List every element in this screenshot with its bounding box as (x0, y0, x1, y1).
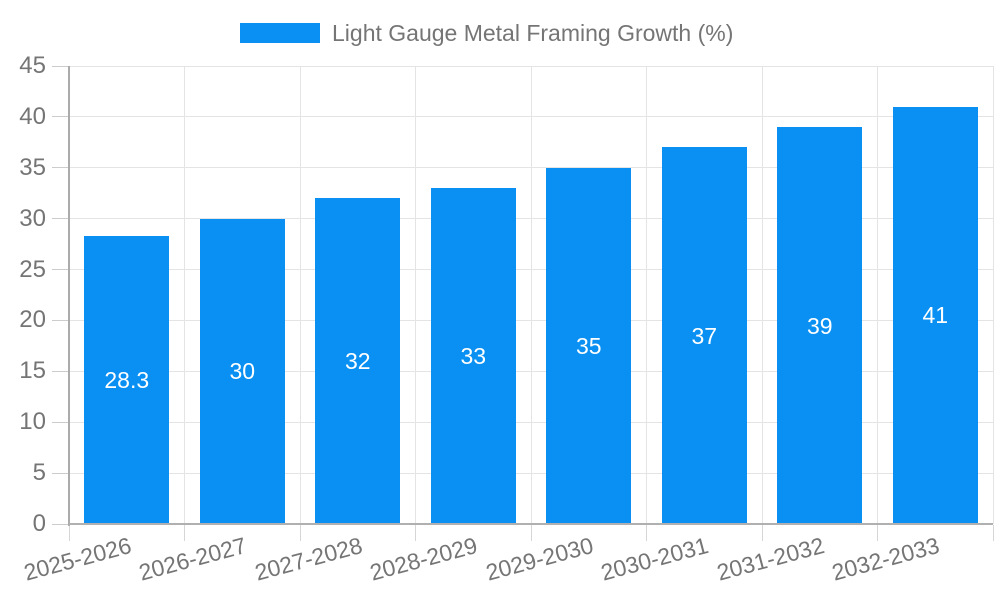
bar[interactable] (892, 106, 978, 524)
x-tick (761, 525, 763, 541)
bar[interactable] (661, 147, 747, 524)
x-tick (415, 525, 416, 541)
bar[interactable] (546, 167, 632, 524)
y-tick (52, 523, 68, 525)
y-tick (52, 167, 68, 169)
x-gridline (646, 66, 647, 524)
y-axis-label: 45 (19, 52, 46, 79)
x-tick (530, 525, 532, 541)
y-axis-label: 20 (19, 306, 46, 334)
y-axis-label: 35 (19, 153, 46, 181)
y-axis-label: 10 (19, 408, 46, 436)
y-tick (52, 421, 68, 423)
x-gridline (299, 66, 301, 524)
x-axis-line (69, 523, 993, 525)
x-tick (992, 525, 994, 541)
y-axis-label: 25 (19, 255, 46, 283)
bar[interactable] (199, 218, 285, 524)
y-tick (52, 370, 68, 372)
y-tick (52, 65, 68, 67)
y-axis-label: 5 (32, 459, 46, 487)
x-tick (184, 525, 185, 541)
y-tick (52, 116, 68, 118)
bar[interactable] (430, 188, 516, 524)
y-tick (52, 269, 68, 271)
x-gridline (184, 66, 185, 524)
x-gridline (877, 66, 878, 524)
y-tick (52, 472, 68, 474)
bar[interactable] (777, 127, 863, 524)
y-axis-label: 0 (32, 510, 46, 537)
x-gridline (530, 66, 532, 524)
x-gridline (761, 66, 763, 524)
bar[interactable] (84, 235, 170, 524)
y-axis-label: 15 (19, 357, 46, 385)
legend-item[interactable]: Light Gauge Metal Framing Growth (%) (240, 20, 733, 46)
y-tick (52, 218, 68, 220)
y-axis-label: 40 (19, 102, 46, 130)
bar[interactable] (315, 198, 401, 524)
y-axis-line (68, 66, 70, 526)
legend-swatch (240, 23, 320, 43)
x-gridline (992, 66, 994, 524)
x-gridline (415, 66, 416, 524)
x-tick (68, 525, 70, 541)
x-tick (877, 525, 878, 541)
x-tick (646, 525, 647, 541)
x-tick (299, 525, 301, 541)
y-axis-label: 30 (19, 204, 46, 232)
y-tick (52, 319, 68, 321)
legend-label: Light Gauge Metal Framing Growth (%) (332, 20, 734, 46)
